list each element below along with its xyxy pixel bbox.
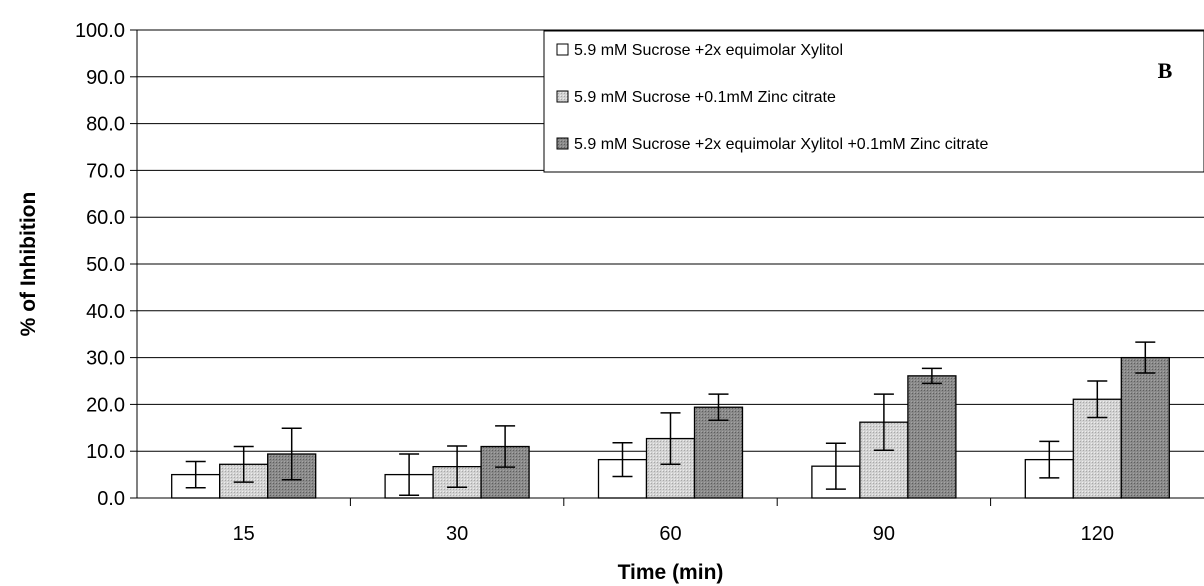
legend: 5.9 mM Sucrose +2x equimolar Xylitol 5.9 … — [543, 30, 1204, 173]
y-axis-title: % of Inhibition — [17, 192, 40, 337]
y-tick-label: 20.0 — [86, 394, 125, 416]
y-tick-label: 60.0 — [86, 207, 125, 229]
legend-label-2: 5.9 mM Sucrose +0.1mM Zinc citrate — [574, 89, 836, 106]
legend-swatch-1 — [556, 43, 569, 56]
bar-3 — [907, 375, 957, 499]
y-tick-label: 80.0 — [86, 114, 125, 136]
y-tick-label: 10.0 — [86, 441, 125, 463]
y-tick-label: 0.0 — [97, 488, 125, 510]
labels-group: 0.0 10.0 20.0 30.0 40.0 50.0 60.0 70.0 80.0 90.0 1… — [17, 20, 1114, 584]
x-tick-label: 15 — [233, 523, 255, 545]
legend-label-3: 5.9 mM Sucrose +2x equimolar Xylitol +0.… — [574, 136, 988, 153]
axes-group — [130, 29, 1204, 506]
y-tick-label: 100.0 — [75, 20, 125, 42]
y-tick-label: 50.0 — [86, 254, 125, 276]
x-tick-label: 30 — [446, 523, 468, 545]
x-axis-title: Time (min) — [618, 561, 724, 584]
y-tick-label: 30.0 — [86, 348, 125, 370]
y-tick-label: 40.0 — [86, 301, 125, 323]
bars-group — [171, 341, 1170, 499]
x-tick-label: 60 — [659, 523, 681, 545]
y-tick-label: 70.0 — [86, 160, 125, 182]
x-tick-label: 90 — [873, 523, 895, 545]
legend-box — [543, 30, 1204, 173]
bar-3 — [1120, 356, 1170, 499]
legend-swatch-3 — [556, 137, 569, 150]
panel-label: B — [1158, 58, 1173, 83]
legend-label-1: 5.9 mM Sucrose +2x equimolar Xylitol — [574, 42, 843, 59]
y-tick-label: 90.0 — [86, 67, 125, 89]
legend-swatch-2 — [556, 90, 569, 103]
x-tick-label: 120 — [1081, 523, 1114, 545]
